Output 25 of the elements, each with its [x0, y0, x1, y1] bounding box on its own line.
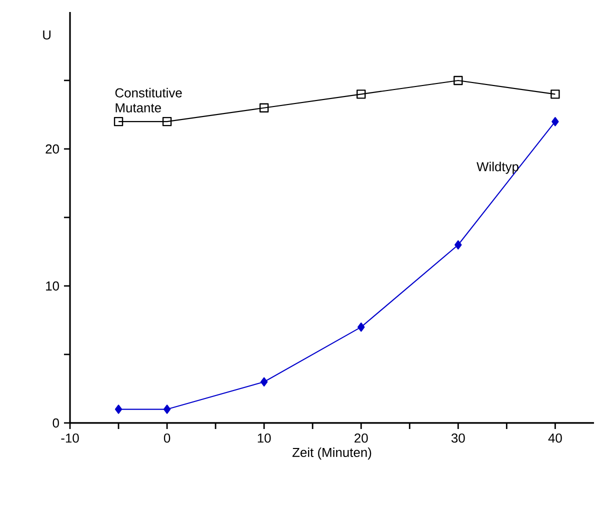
point: [552, 116, 559, 126]
point: [356, 90, 366, 99]
x-tick-label: 20: [354, 433, 368, 443]
point: [114, 404, 122, 414]
y-tick-label: 10: [46, 281, 59, 291]
point: [260, 377, 268, 386]
x-axis-title: Zeit (Minuten): [292, 447, 372, 460]
point: [358, 322, 365, 332]
y-tick-label: 20: [46, 144, 59, 154]
point: [162, 116, 172, 126]
y-tick-label: 0: [52, 418, 59, 428]
x-tick-label: 40: [548, 433, 562, 443]
point: [259, 103, 269, 112]
series-label: Wildtyp: [476, 162, 518, 174]
x-tick-label: -10: [61, 433, 79, 443]
x-tick-label: 30: [451, 433, 465, 443]
point: [550, 90, 560, 99]
point: [163, 404, 171, 414]
y-axis-title: U: [43, 30, 50, 40]
series-label: Constitutive Mutante: [115, 88, 182, 112]
x-tick-label: 0: [164, 433, 170, 443]
point: [454, 240, 462, 250]
point: [454, 76, 463, 86]
x-tick-label: 10: [258, 433, 271, 443]
point: [114, 116, 124, 126]
